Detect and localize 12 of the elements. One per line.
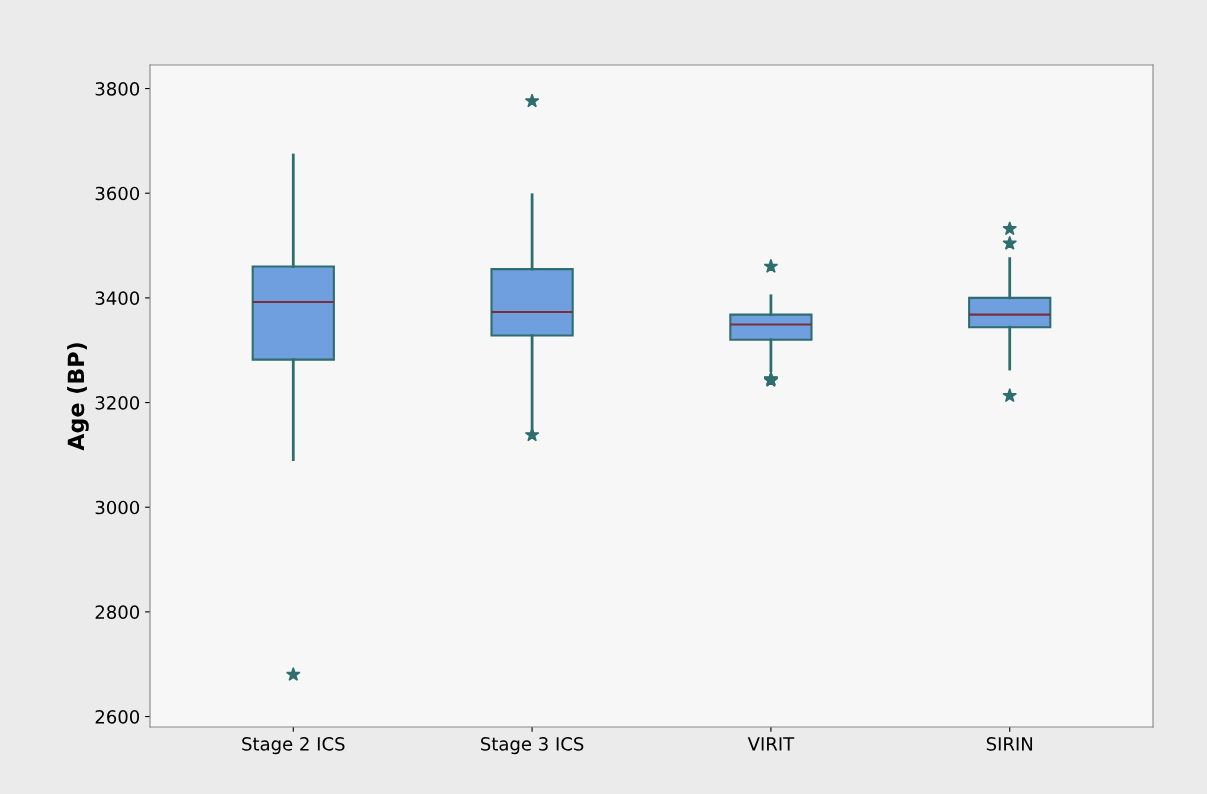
x-tick-label: Stage 2 ICS <box>242 737 345 755</box>
y-axis-title: Age (BP) <box>67 343 89 451</box>
x-tick-label: Stage 3 ICS <box>481 737 584 755</box>
y-tick-label: 3200 <box>95 396 140 410</box>
y-tick-label: 3000 <box>95 500 140 515</box>
y-tick-label: 2800 <box>95 605 140 619</box>
y-tick-label: 3800 <box>95 82 140 96</box>
y-tick-label: 3400 <box>95 291 140 305</box>
x-tick-label: SIRIN <box>986 737 1033 751</box>
y-tick-label: 3600 <box>95 186 140 201</box>
x-tick-label: VIRIT <box>747 737 795 751</box>
y-tick-label: 2600 <box>95 709 140 724</box>
